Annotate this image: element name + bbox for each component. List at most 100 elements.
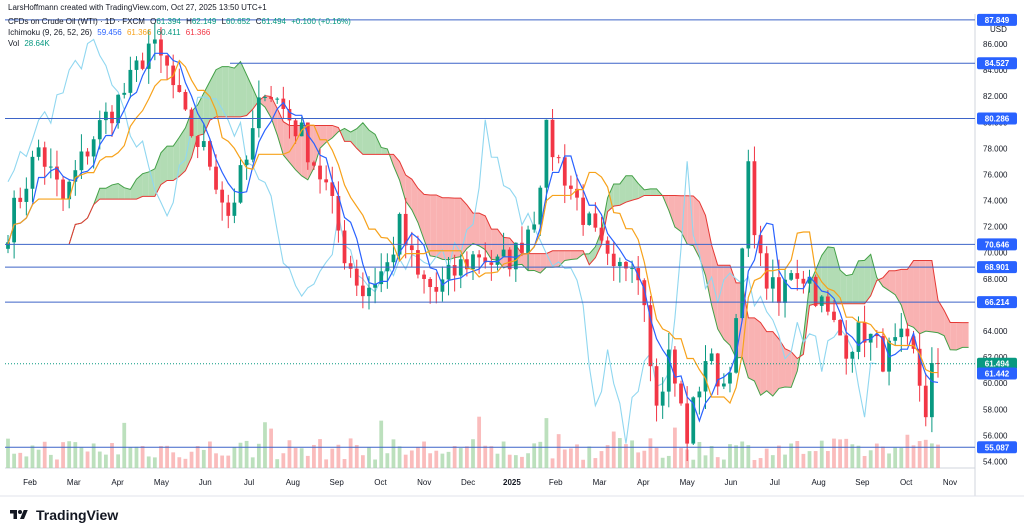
level-label-bg bbox=[977, 441, 1017, 454]
candle-body bbox=[281, 98, 286, 109]
candle bbox=[599, 217, 604, 246]
volume-bar bbox=[929, 443, 934, 468]
candle bbox=[238, 157, 243, 204]
volume-bar bbox=[575, 444, 579, 468]
candle bbox=[721, 373, 726, 390]
candle-body bbox=[18, 197, 23, 202]
volume-bar bbox=[728, 444, 732, 468]
volume-bar bbox=[605, 445, 610, 468]
volume-bar bbox=[97, 451, 102, 468]
ichimoku-kijun-value: 61.366 bbox=[126, 28, 152, 37]
volume-bar bbox=[152, 457, 157, 468]
candle-body bbox=[208, 141, 212, 167]
candle-body bbox=[642, 280, 647, 306]
cloud-segment bbox=[760, 322, 767, 396]
cloud-segment bbox=[589, 246, 596, 265]
candle-body bbox=[189, 109, 194, 137]
candle-body bbox=[501, 249, 506, 257]
volume-bar bbox=[281, 453, 286, 468]
candle bbox=[354, 259, 359, 296]
candle bbox=[201, 123, 206, 151]
level-label-bg bbox=[977, 296, 1017, 309]
candle bbox=[220, 181, 225, 221]
candle-body bbox=[183, 91, 188, 110]
candle bbox=[177, 68, 182, 93]
volume-bar bbox=[256, 443, 261, 468]
volume-bar bbox=[446, 451, 451, 468]
volume-bar bbox=[495, 453, 500, 468]
volume-bar bbox=[6, 438, 10, 468]
cloud-segment bbox=[430, 194, 437, 257]
cloud-segment bbox=[424, 194, 431, 256]
symbol-row[interactable]: CFDs on Crude Oil (WTI) · 1D · FXCM O61.… bbox=[8, 16, 354, 27]
cloud-segment bbox=[399, 161, 406, 202]
volume-row[interactable]: Vol 28.64K bbox=[8, 38, 354, 49]
senkou-span-b-line bbox=[68, 95, 969, 360]
cloud-segment bbox=[460, 198, 467, 257]
volume-bar bbox=[244, 440, 249, 468]
candle bbox=[734, 313, 738, 374]
cloud-segment bbox=[613, 183, 620, 207]
cloud-segment bbox=[552, 250, 559, 268]
cloud-segment bbox=[350, 128, 357, 149]
price-axis: 54.00056.00058.00060.00062.00064.00066.0… bbox=[977, 13, 1017, 466]
candle-body bbox=[526, 229, 530, 253]
candle bbox=[703, 345, 708, 409]
time-tick-label: Aug bbox=[286, 478, 300, 487]
currency-label[interactable]: USD bbox=[990, 25, 1007, 34]
cloud-segment bbox=[356, 122, 363, 155]
candle-body bbox=[813, 276, 818, 306]
volume-label[interactable]: Vol bbox=[8, 39, 20, 48]
cloud-segment bbox=[277, 108, 284, 155]
cloud-segment bbox=[772, 331, 779, 397]
cloud-segment bbox=[521, 253, 529, 271]
candle bbox=[391, 236, 396, 269]
candle bbox=[532, 211, 537, 233]
volume-bar bbox=[673, 427, 677, 468]
cloud-segment bbox=[362, 122, 369, 155]
candle-body bbox=[452, 265, 457, 276]
candle-body bbox=[673, 349, 677, 384]
volume-bar bbox=[250, 457, 255, 468]
time-tick-label: Jul bbox=[244, 478, 254, 487]
candle bbox=[385, 253, 390, 289]
cloud-segment bbox=[723, 265, 730, 346]
volume-bar bbox=[899, 447, 904, 468]
ichimoku-span-b-value: 61.366 bbox=[185, 28, 211, 37]
candle-body bbox=[305, 122, 310, 163]
ichimoku-label[interactable]: Ichimoku (9, 26, 52, 26) bbox=[8, 28, 93, 37]
candle-body bbox=[397, 213, 402, 255]
volume-bar bbox=[220, 455, 225, 468]
cloud-segment bbox=[558, 250, 565, 267]
volume-bar bbox=[324, 459, 329, 468]
kijun-sen-line bbox=[7, 59, 938, 405]
candle-body bbox=[593, 213, 598, 228]
cloud-segment bbox=[748, 317, 755, 382]
cloud-segment bbox=[105, 184, 113, 200]
volume-bar bbox=[893, 447, 898, 468]
volume-bar bbox=[452, 446, 457, 468]
volume-bar bbox=[85, 451, 90, 468]
candle-body bbox=[403, 213, 408, 246]
candle bbox=[526, 225, 530, 271]
tradingview-brand[interactable]: TradingView bbox=[8, 505, 118, 525]
ichimoku-row[interactable]: Ichimoku (9, 26, 52, 26) 59.456 61.366 6… bbox=[8, 27, 354, 38]
volume-bar bbox=[746, 445, 751, 468]
candle bbox=[208, 138, 212, 171]
symbol-name[interactable]: CFDs on Crude Oil (WTI) · 1D · FXCM bbox=[8, 17, 145, 26]
candle bbox=[422, 270, 426, 294]
volume-bar bbox=[526, 453, 530, 468]
cloud-segment bbox=[846, 274, 853, 304]
volume-bar bbox=[856, 445, 861, 468]
candle bbox=[226, 194, 231, 229]
cloud-segment bbox=[858, 260, 865, 304]
cloud-segment bbox=[650, 188, 657, 196]
time-axis: Feb Mar Apr May Jun Jul Aug Sep Oct Nov Dec 2025 Feb… bbox=[23, 478, 957, 487]
candle bbox=[868, 333, 873, 361]
candle bbox=[293, 119, 298, 144]
candle bbox=[660, 377, 665, 419]
candle-body bbox=[838, 319, 842, 336]
candle bbox=[403, 197, 408, 259]
candle bbox=[605, 236, 610, 266]
